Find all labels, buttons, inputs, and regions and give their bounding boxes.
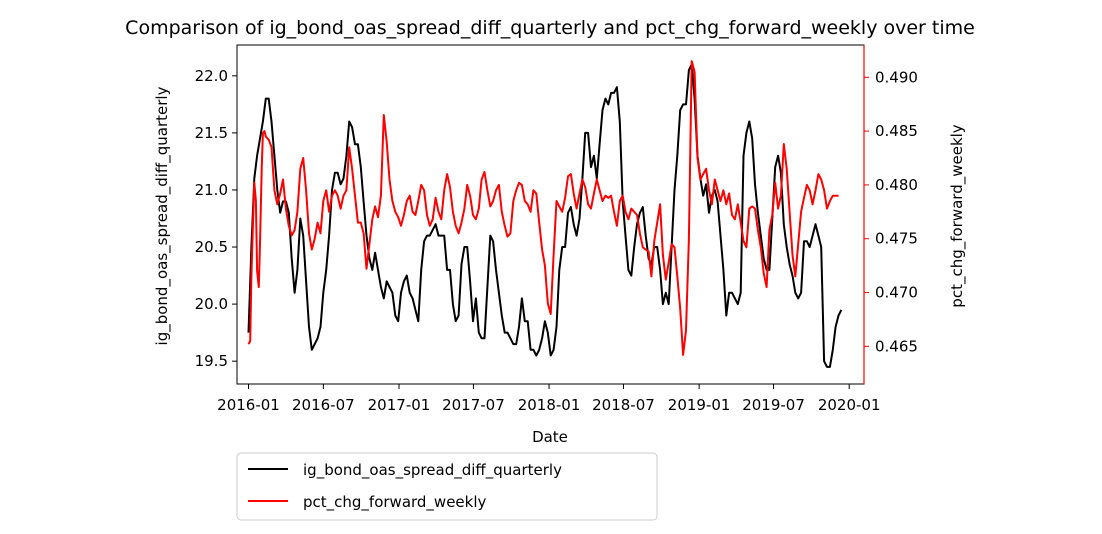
y-left-tick-label: 19.5 — [195, 352, 228, 370]
series-line-2 — [247, 60, 839, 356]
y-right-tick-label: 0.480 — [875, 176, 918, 194]
y-right-tick-label: 0.470 — [875, 284, 918, 302]
x-tick-label: 2019-01 — [668, 396, 731, 414]
y-left-tick-label: 22.0 — [195, 67, 228, 85]
x-tick-label: 2019-07 — [742, 396, 805, 414]
legend: ig_bond_oas_spread_diff_quarterly pct_ch… — [236, 452, 658, 521]
y-axis-right-title: pct_chg_forward_weekly — [948, 124, 967, 308]
x-tick-label: 2017-07 — [442, 396, 505, 414]
chart-title: Comparison of ig_bond_oas_spread_diff_qu… — [125, 17, 975, 39]
y-axis-left-title: ig_bond_oas_spread_diff_quarterly — [153, 86, 172, 345]
legend-label-series-2: pct_chg_forward_weekly — [303, 493, 487, 512]
y-left-tick-label: 20.5 — [195, 238, 228, 256]
y-right-tick-label: 0.485 — [875, 122, 918, 140]
series-layer — [247, 60, 843, 368]
y-axis-left: 19.5 20.0 20.5 21.0 21.5 22.0 — [195, 67, 237, 370]
y-right-tick-label: 0.465 — [875, 337, 918, 355]
x-axis: 2016-01 2016-07 2017-01 2017-07 2018-01 2018-… — [217, 384, 881, 414]
x-tick-label: 2017-01 — [368, 396, 431, 414]
y-left-tick-label: 21.5 — [195, 124, 228, 142]
y-right-tick-label: 0.490 — [875, 68, 918, 86]
x-axis-title: Date — [532, 428, 568, 446]
x-tick-label: 2018-01 — [518, 396, 581, 414]
series-line-1 — [247, 63, 843, 368]
legend-label-series-1: ig_bond_oas_spread_diff_quarterly — [303, 461, 562, 480]
x-tick-label: 2018-07 — [592, 396, 655, 414]
y-right-tick-label: 0.475 — [875, 230, 918, 248]
legend-box — [236, 452, 658, 521]
y-axis-right: 0.465 0.470 0.475 0.480 0.485 0.490 — [863, 45, 918, 384]
y-left-tick-label: 20.0 — [195, 295, 228, 313]
y-left-tick-label: 21.0 — [195, 181, 228, 199]
x-tick-label: 2020-01 — [818, 396, 881, 414]
x-tick-label: 2016-07 — [292, 396, 355, 414]
x-tick-label: 2016-01 — [217, 396, 280, 414]
